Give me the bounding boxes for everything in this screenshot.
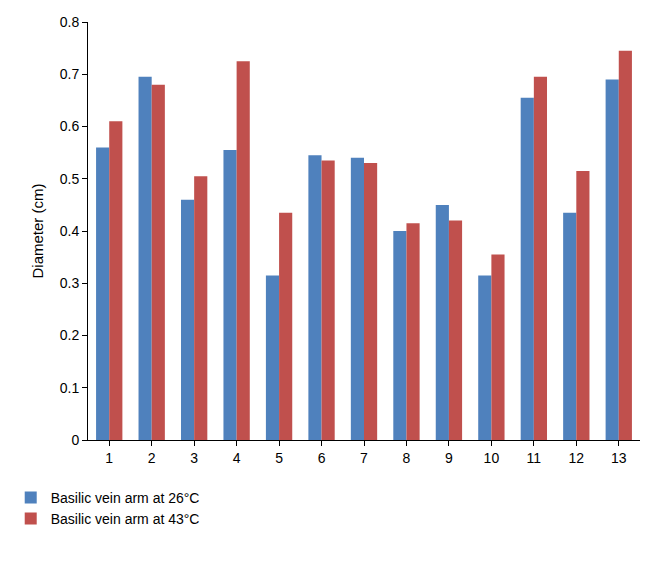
svg-text:11: 11 [527,450,542,466]
svg-text:Diameter (cm): Diameter (cm) [29,183,46,278]
svg-text:Basilic vein arm at 43°C: Basilic vein arm at 43°C [51,511,200,527]
svg-text:0.8: 0.8 [60,14,80,30]
svg-text:0.7: 0.7 [60,66,80,82]
svg-text:0.2: 0.2 [60,327,80,343]
svg-text:2: 2 [148,450,156,466]
svg-text:Basilic vein arm at 26°C: Basilic vein arm at 26°C [51,490,200,506]
svg-text:0: 0 [71,432,79,448]
svg-text:6: 6 [318,450,326,466]
svg-text:0.1: 0.1 [60,380,80,396]
svg-text:1: 1 [105,450,113,466]
svg-text:0.5: 0.5 [60,171,80,187]
svg-text:10: 10 [484,450,500,466]
svg-text:13: 13 [611,450,627,466]
svg-text:3: 3 [190,450,198,466]
svg-text:8: 8 [403,450,411,466]
svg-text:4: 4 [233,450,241,466]
svg-text:0.6: 0.6 [60,118,80,134]
svg-text:7: 7 [360,450,368,466]
svg-text:5: 5 [275,450,283,466]
svg-text:0.4: 0.4 [60,223,80,239]
svg-text:0.3: 0.3 [60,275,80,291]
svg-text:12: 12 [569,450,585,466]
svg-text:9: 9 [445,450,453,466]
